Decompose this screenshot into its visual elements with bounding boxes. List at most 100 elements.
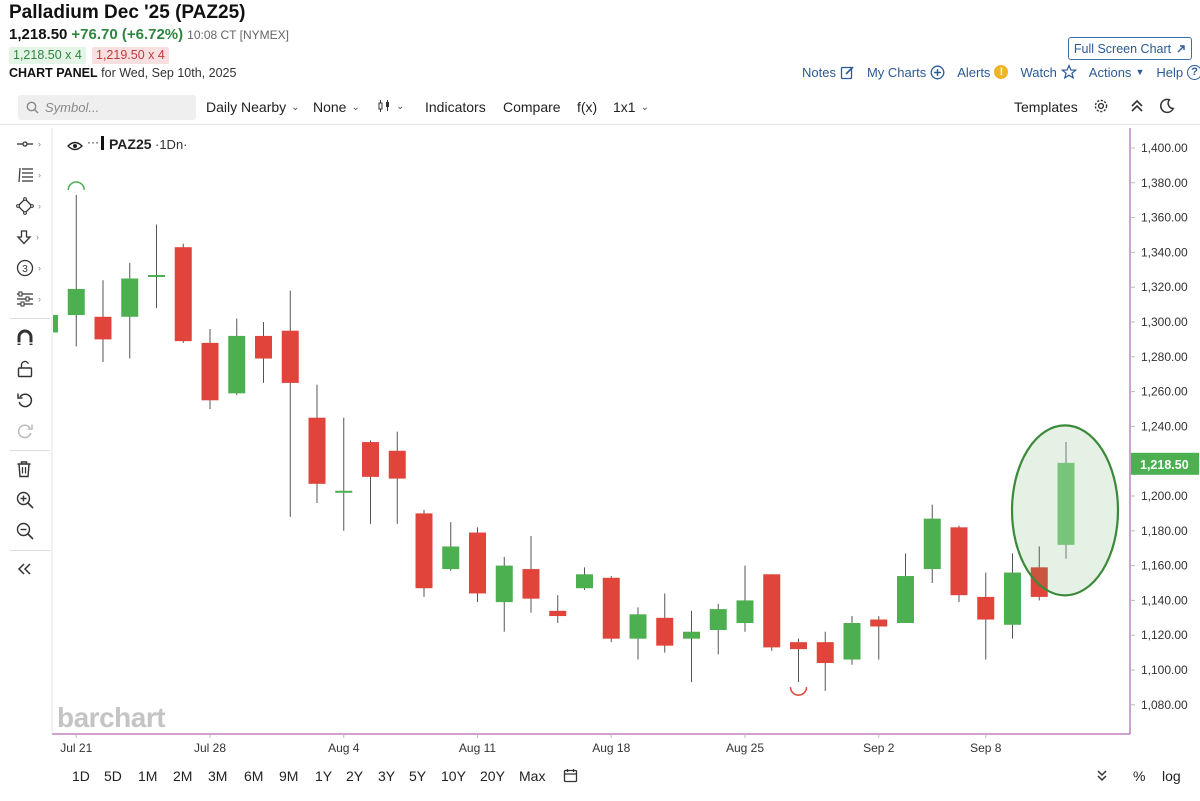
help-link[interactable]: Help ?	[1156, 64, 1200, 80]
timeframe-5d[interactable]: 5D	[104, 768, 122, 784]
candle[interactable]	[683, 610, 700, 683]
fib-tool-button[interactable]: ›	[16, 163, 46, 187]
compare-button[interactable]: Compare	[503, 99, 561, 115]
candle[interactable]	[1004, 553, 1021, 639]
candle[interactable]	[228, 318, 246, 396]
lock-button[interactable]	[16, 357, 46, 381]
candle[interactable]	[495, 556, 513, 632]
candle[interactable]	[709, 603, 727, 655]
double-chevron-down-icon[interactable]	[1096, 768, 1108, 785]
timeframe-3y[interactable]: 3Y	[378, 768, 396, 784]
timeframe-20y[interactable]: 20Y	[480, 768, 505, 784]
price-chart[interactable]: barchart 1,080.00 1,100.00 1,120.00 1,140.0…	[0, 128, 1200, 758]
layout-dropdown[interactable]: 1x1 ⌄	[613, 99, 649, 115]
notes-link[interactable]: Notes	[802, 65, 855, 80]
candle[interactable]	[923, 504, 941, 583]
candle[interactable]	[148, 224, 165, 309]
y-tick-label: 1,160.00	[1141, 559, 1188, 573]
my-charts-link[interactable]: My Charts	[867, 65, 945, 80]
candle[interactable]	[576, 567, 593, 590]
actions-menu[interactable]: Actions ▼	[1089, 65, 1145, 80]
candle[interactable]	[469, 527, 486, 603]
symbol-search-input[interactable]: Symbol...	[18, 95, 196, 120]
candle[interactable]	[656, 593, 674, 653]
percent-scale-button[interactable]: %	[1133, 768, 1146, 784]
function-button[interactable]: f(x)	[577, 99, 597, 115]
candle-body	[1057, 462, 1075, 545]
candle[interactable]	[1030, 546, 1048, 601]
candle[interactable]	[763, 574, 781, 651]
highlighted-candle[interactable]	[1057, 442, 1075, 559]
redo-button[interactable]	[16, 419, 46, 443]
measure-tool-button[interactable]: ›	[16, 287, 46, 311]
candle[interactable]	[522, 536, 540, 613]
calendar-icon[interactable]	[563, 768, 578, 786]
candle[interactable]	[736, 565, 754, 632]
candle[interactable]	[415, 509, 433, 597]
timeframe-10y[interactable]: 10Y	[441, 768, 466, 784]
candle[interactable]	[308, 384, 326, 503]
number-tool-button[interactable]: 3 ›	[16, 256, 46, 280]
candle[interactable]	[335, 417, 353, 531]
timeframe-5y[interactable]: 5Y	[409, 768, 427, 784]
candle[interactable]	[201, 328, 219, 409]
candle[interactable]	[442, 522, 460, 571]
candle[interactable]	[602, 576, 620, 643]
candle[interactable]	[41, 315, 58, 348]
candle[interactable]	[362, 440, 379, 524]
candle[interactable]	[174, 243, 192, 343]
zoom-out-button[interactable]	[16, 519, 46, 543]
collapse-tools-button[interactable]	[16, 557, 46, 581]
candle-body	[576, 574, 593, 589]
magnet-button[interactable]	[16, 326, 46, 350]
collapse-header-button[interactable]	[1130, 98, 1144, 114]
candle[interactable]	[816, 631, 834, 691]
candle[interactable]	[977, 572, 995, 660]
candle[interactable]	[549, 595, 567, 624]
candle-body	[897, 576, 914, 624]
chart-type-dropdown[interactable]: ⌄	[377, 99, 404, 113]
dark-mode-toggle[interactable]	[1159, 98, 1175, 114]
line-tool-button[interactable]: ›	[16, 132, 46, 156]
timeframe-1d[interactable]: 1D	[72, 768, 90, 784]
interval-dropdown[interactable]: Daily Nearby ⌄	[206, 99, 300, 115]
shape-tool-button[interactable]: ›	[16, 194, 46, 218]
highlight-ellipse[interactable]	[1010, 424, 1120, 597]
indicators-button[interactable]: Indicators	[425, 99, 486, 115]
candle-body	[1030, 567, 1048, 597]
arrow-tool-button[interactable]: ›	[16, 225, 46, 249]
candle[interactable]	[629, 607, 647, 660]
timeframe-1m[interactable]: 1M	[138, 768, 158, 784]
timeframe-9m[interactable]: 9M	[279, 768, 299, 784]
settings-button[interactable]	[1093, 98, 1109, 114]
zoom-in-button[interactable]	[16, 488, 46, 512]
candle[interactable]	[790, 638, 807, 683]
delete-button[interactable]	[16, 457, 46, 481]
candle[interactable]	[281, 290, 299, 517]
timeframe-max[interactable]: Max	[519, 768, 546, 784]
candle[interactable]	[67, 194, 85, 347]
candle[interactable]	[870, 616, 888, 660]
candle[interactable]	[388, 431, 406, 524]
eye-icon[interactable]	[67, 141, 83, 151]
log-scale-button[interactable]: log	[1162, 768, 1181, 784]
timeframe-2m[interactable]: 2M	[173, 768, 193, 784]
timeframe-2y[interactable]: 2Y	[346, 768, 364, 784]
legend-dots[interactable]: ···	[87, 135, 99, 149]
study-dropdown[interactable]: None ⌄	[313, 99, 360, 115]
candle[interactable]	[121, 262, 139, 359]
templates-button[interactable]: Templates	[1014, 99, 1078, 115]
timeframe-3m[interactable]: 3M	[208, 768, 228, 784]
undo-button[interactable]	[16, 388, 46, 412]
alerts-link[interactable]: Alerts !	[957, 65, 1009, 80]
candle[interactable]	[897, 553, 914, 624]
full-screen-chart-button[interactable]: Full Screen Chart	[1068, 37, 1192, 60]
candle[interactable]	[950, 525, 968, 603]
timeframe-1y[interactable]: 1Y	[315, 768, 333, 784]
candle[interactable]	[843, 616, 861, 665]
watch-link[interactable]: Watch	[1020, 64, 1077, 80]
candle[interactable]	[94, 280, 112, 363]
timeframe-6m[interactable]: 6M	[244, 768, 264, 784]
templates-label: Templates	[1014, 99, 1078, 115]
candle[interactable]	[255, 322, 272, 383]
